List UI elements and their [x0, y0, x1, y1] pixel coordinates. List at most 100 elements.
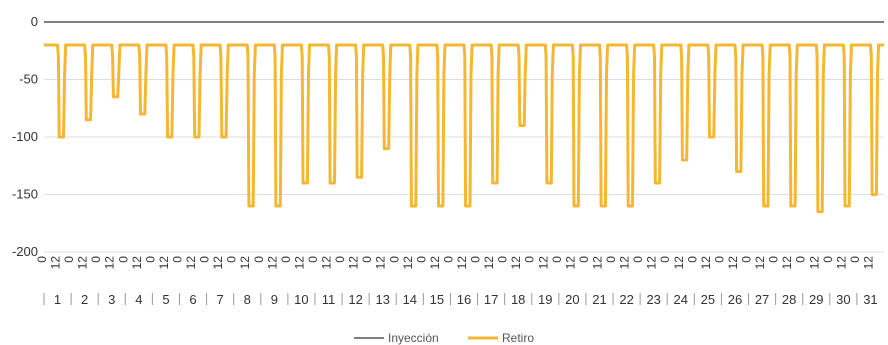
- day-label: 20: [565, 292, 579, 307]
- hour-tick-label: 0: [89, 256, 103, 263]
- day-label: 5: [162, 292, 169, 307]
- legend: Inyección Retiro: [354, 331, 534, 345]
- day-label: 1: [54, 292, 61, 307]
- hour-tick-label: 12: [49, 256, 63, 270]
- hour-tick-label: 0: [794, 256, 808, 263]
- hour-tick-label: 0: [252, 256, 266, 263]
- hour-tick-label: 0: [685, 256, 699, 263]
- hour-tick-label: 12: [401, 256, 415, 270]
- y-tick-label: 0: [31, 14, 38, 29]
- day-label: 23: [646, 292, 660, 307]
- hour-tick-label: 0: [116, 256, 130, 263]
- hour-tick-label: 12: [157, 256, 171, 270]
- hour-tick-label: 12: [238, 256, 252, 270]
- day-label: 13: [375, 292, 389, 307]
- day-label: 21: [592, 292, 606, 307]
- hour-tick-label: 12: [618, 256, 632, 270]
- day-label: 24: [674, 292, 688, 307]
- hour-tick-label: 0: [170, 256, 184, 263]
- hour-tick-label: 12: [347, 256, 361, 270]
- hour-tick-label: 12: [482, 256, 496, 270]
- hour-tick-label: 0: [387, 256, 401, 263]
- day-label: 29: [809, 292, 823, 307]
- day-label: 22: [619, 292, 633, 307]
- day-label: 10: [294, 292, 308, 307]
- hour-tick-label: 0: [740, 256, 754, 263]
- hour-tick-label: 12: [726, 256, 740, 270]
- legend-label: Inyección: [388, 331, 439, 345]
- day-label: 11: [322, 292, 336, 307]
- day-label: 31: [863, 292, 877, 307]
- hour-tick-label: 12: [590, 256, 604, 270]
- hour-tick-label: 0: [821, 256, 835, 263]
- hour-tick-label: 12: [455, 256, 469, 270]
- day-label: 17: [484, 292, 498, 307]
- hour-tick-label: 0: [333, 256, 347, 263]
- day-label: 4: [135, 292, 142, 307]
- day-label: 8: [244, 292, 251, 307]
- y-tick-label: -200: [12, 244, 38, 259]
- hour-tick-label: 0: [225, 256, 239, 263]
- hour-tick-label: 0: [469, 256, 483, 263]
- day-label: 18: [511, 292, 525, 307]
- hour-tick-label: 0: [360, 256, 374, 263]
- hour-tick-label: 0: [306, 256, 320, 263]
- day-label: 27: [755, 292, 769, 307]
- hour-tick-label: 0: [604, 256, 618, 263]
- hour-tick-label: 12: [103, 256, 117, 270]
- day-label: 12: [348, 292, 362, 307]
- hour-tick-label: 12: [184, 256, 198, 270]
- hour-tick-label: 12: [699, 256, 713, 270]
- hour-tick-label: 0: [198, 256, 212, 263]
- y-tick-label: -150: [12, 187, 38, 202]
- hour-tick-label: 12: [211, 256, 225, 270]
- day-label: 7: [217, 292, 224, 307]
- day-label: 16: [457, 292, 471, 307]
- hour-tick-label: 12: [536, 256, 550, 270]
- hour-tick-label: 0: [35, 256, 49, 263]
- hour-tick-label: 12: [428, 256, 442, 270]
- hour-tick-label: 12: [563, 256, 577, 270]
- day-label: 15: [430, 292, 444, 307]
- hour-tick-label: 0: [414, 256, 428, 263]
- hour-tick-label: 12: [265, 256, 279, 270]
- hour-tick-label: 0: [550, 256, 564, 263]
- hour-tick-label: 0: [658, 256, 672, 263]
- hour-tick-label: 0: [523, 256, 537, 263]
- day-label: 6: [189, 292, 196, 307]
- hour-tick-label: 12: [292, 256, 306, 270]
- y-tick-label: -50: [19, 72, 38, 87]
- y-axis-ticks: 0 -50 -100 -150 -200: [12, 14, 38, 259]
- series-line-retiro: [44, 43, 884, 214]
- hour-tick-label: 0: [441, 256, 455, 263]
- hour-tick-label: 0: [767, 256, 781, 263]
- day-label: 30: [836, 292, 850, 307]
- day-label: 2: [81, 292, 88, 307]
- hour-tick-label: 12: [76, 256, 90, 270]
- day-label: 28: [782, 292, 796, 307]
- hour-tick-label: 0: [62, 256, 76, 263]
- day-label: 26: [728, 292, 742, 307]
- day-label: 3: [108, 292, 115, 307]
- hour-tick-label: 0: [848, 256, 862, 263]
- hour-tick-label: 0: [631, 256, 645, 263]
- hour-tick-label: 12: [807, 256, 821, 270]
- hour-tick-label: 12: [861, 256, 875, 270]
- hour-tick-label: 0: [712, 256, 726, 263]
- hour-tick-label: 12: [834, 256, 848, 270]
- day-label: 25: [701, 292, 715, 307]
- series-layer: [44, 21, 884, 214]
- hour-tick-label: 12: [645, 256, 659, 270]
- hour-tick-label: 12: [780, 256, 794, 270]
- hour-tick-label: 12: [672, 256, 686, 270]
- day-label: 19: [538, 292, 552, 307]
- hour-tick-label: 12: [130, 256, 144, 270]
- hour-tick-label: 0: [496, 256, 510, 263]
- y-tick-label: -100: [12, 129, 38, 144]
- day-label: 14: [403, 292, 417, 307]
- hour-tick-label: 12: [509, 256, 523, 270]
- hour-tick-label: 12: [374, 256, 388, 270]
- day-label: 9: [271, 292, 278, 307]
